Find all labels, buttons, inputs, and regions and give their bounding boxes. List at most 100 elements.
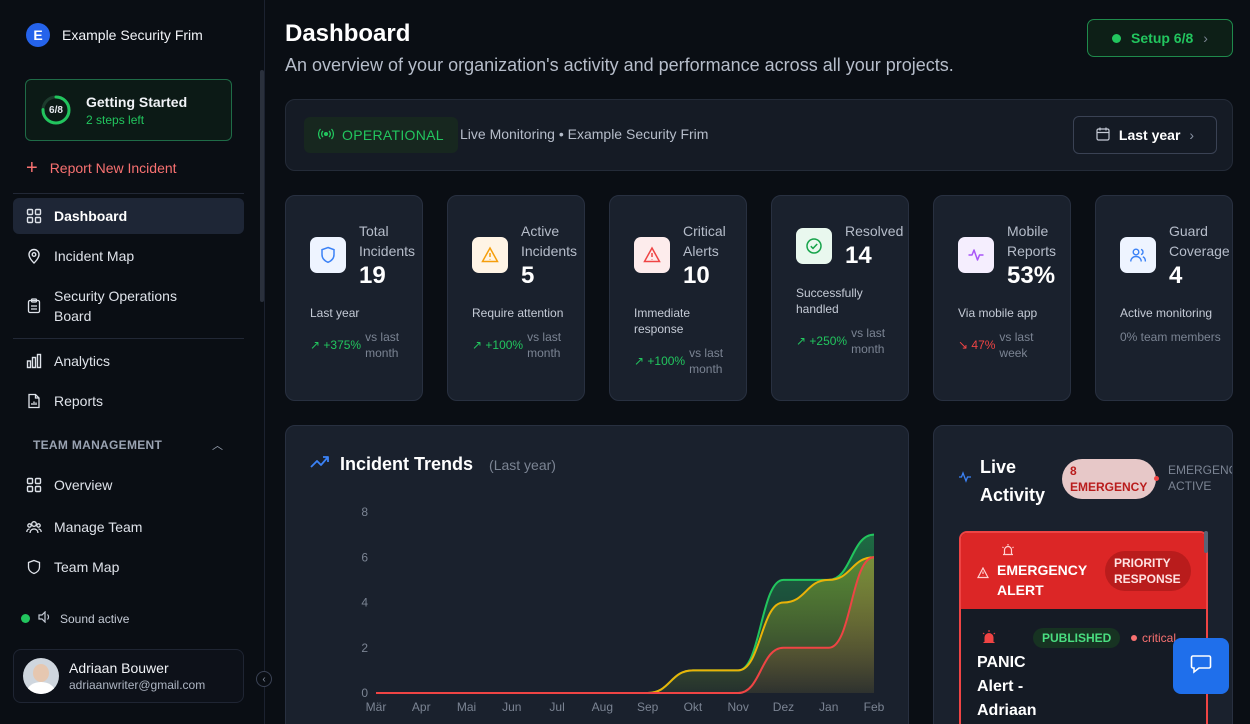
stat-value: 14 [845, 242, 872, 269]
setup-label: Setup 6/8 [1131, 30, 1194, 46]
date-range-button[interactable]: Last year › [1073, 116, 1217, 154]
sidebar-item-security-operations-board[interactable]: Security Operations Board [13, 286, 244, 326]
chevron-left-icon: ‹ [262, 673, 266, 685]
plus-icon: + [26, 157, 38, 179]
user-email: adriaanwriter@gmail.com [69, 678, 206, 692]
shield-map-icon [26, 559, 42, 575]
sound-toggle[interactable]: Sound active [21, 610, 130, 626]
grid-icon [26, 477, 42, 493]
siren-icon [1001, 543, 1015, 562]
stat-card-guard-coverage[interactable]: Guard Coverage 4 Active monitoring 0% tea… [1095, 195, 1233, 401]
emergency-count-badge[interactable]: 8 EMERGENCY [1062, 459, 1156, 499]
x-tick-label: Feb [864, 700, 885, 714]
chevron-up-icon[interactable]: ︿ [212, 440, 223, 452]
brand-logo: E [26, 23, 50, 47]
getting-started-card[interactable]: 6/8 Getting Started 2 steps left [25, 79, 232, 141]
x-tick-label: Mär [366, 700, 387, 714]
alert-title: EMERGENCY ALERT [997, 562, 1088, 598]
sidebar-item-label: Dashboard [54, 208, 128, 224]
sidebar-item-overview[interactable]: Overview [13, 467, 244, 503]
getting-started-title: Getting Started [86, 93, 188, 110]
stat-description: Active monitoring [1120, 306, 1213, 320]
collapse-sidebar-button[interactable]: ‹ [256, 671, 272, 687]
chat-button[interactable] [1173, 638, 1229, 694]
status-dot [1131, 635, 1137, 641]
emergency-alert-card[interactable]: EMERGENCY ALERT PRIORITY RESPONSE PUBLISHE… [959, 531, 1208, 724]
stat-card-total-incidents[interactable]: Total Incidents 19 Last year ↗ +375% vs la… [285, 195, 423, 401]
file-chart-icon [26, 393, 42, 409]
x-tick-label: Jan [819, 700, 838, 714]
published-badge: PUBLISHED [1033, 628, 1121, 648]
user-card[interactable]: Adriaan Bouwer adriaanwriter@gmail.com [13, 649, 244, 703]
bar-chart-icon [26, 353, 42, 369]
alert-triangle-icon [977, 566, 989, 584]
check-circle-icon [796, 228, 832, 264]
sidebar-item-label: Security Operations Board [54, 288, 177, 324]
sidebar-item-manage-team[interactable]: Manage Team [13, 509, 244, 545]
activity-icon [958, 470, 972, 489]
sidebar-item-dashboard[interactable]: Dashboard [13, 198, 244, 234]
stat-trend: ↗ +100% vs last month [472, 330, 562, 360]
sidebar-item-label: Team Map [54, 559, 120, 575]
stat-trend: ↗ +375% vs last month [310, 330, 400, 360]
x-tick-label: Okt [684, 700, 703, 714]
incident-trends-card: Incident Trends (Last year) 0 2 4 6 8 Mär Apr M… [285, 425, 909, 724]
stat-description: Require attention [472, 306, 564, 320]
report-incident-button[interactable]: + Report New Incident [26, 157, 177, 179]
live-activity-title: Live Activity [980, 457, 1046, 505]
sidebar-item-label: Analytics [54, 353, 111, 369]
priority-response-badge: PRIORITY RESPONSE [1105, 551, 1191, 591]
operational-badge: OPERATIONAL [304, 117, 458, 153]
progress-ring: 6/8 [40, 94, 72, 126]
severity-badge: critical [1131, 628, 1176, 648]
sidebar-scrollbar[interactable] [260, 70, 264, 302]
activity-icon [958, 237, 994, 273]
sound-label: Sound active [60, 611, 130, 626]
sidebar-item-team-map[interactable]: Team Map [13, 552, 244, 576]
status-bar: OPERATIONAL Live Monitoring • Example Se… [285, 99, 1233, 171]
x-tick-label: Nov [728, 700, 749, 714]
stat-card-mobile-reports[interactable]: Mobile Reports 53% Via mobile app ↘ 47% vs… [933, 195, 1071, 401]
sidebar: E Example Security Frim 6/8 Getting Star… [0, 0, 265, 724]
stat-card-active-incidents[interactable]: Active Incidents 5 Require attention ↗ +1… [447, 195, 585, 401]
x-tick-label: Mai [457, 700, 476, 714]
report-incident-label: Report New Incident [49, 160, 177, 176]
avatar [23, 658, 59, 694]
live-scrollbar[interactable] [1204, 531, 1208, 553]
brand[interactable]: E Example Security Frim [26, 23, 203, 47]
stat-label: Critical Alerts [683, 223, 726, 259]
sidebar-item-label: Overview [54, 477, 113, 493]
broadcast-icon [318, 127, 334, 143]
y-tick-label: 0 [361, 686, 368, 700]
stat-card-resolved[interactable]: Resolved 14 Successfully handled ↗ +250%… [771, 195, 909, 401]
sidebar-item-analytics[interactable]: Analytics [13, 343, 244, 379]
getting-started-subtitle: 2 steps left [86, 112, 145, 127]
stat-trend: 0% team members [1120, 330, 1221, 344]
live-monitoring-text: Live Monitoring • Example Security Frim [460, 126, 709, 142]
stat-label: Resolved [845, 223, 904, 239]
sidebar-item-label: Manage Team [54, 519, 143, 535]
chevron-right-icon: › [1189, 127, 1195, 143]
emergency-active-label: EMERGENCYACTIVE [1168, 463, 1232, 493]
x-tick-label: Apr [412, 700, 431, 714]
users-icon [26, 519, 42, 535]
shield-icon [310, 237, 346, 273]
sidebar-item-reports[interactable]: Reports [13, 383, 244, 419]
stat-label: Total Incidents [359, 223, 416, 259]
x-tick-label: Jul [549, 700, 564, 714]
stat-card-critical-alerts[interactable]: Critical Alerts 10 Immediate response ↗ +… [609, 195, 747, 401]
stat-label: Active Incidents [521, 223, 578, 259]
calendar-icon [1096, 127, 1110, 144]
sidebar-item-incident-map[interactable]: Incident Map [13, 238, 244, 274]
stat-value: 53% [1007, 262, 1056, 289]
setup-button[interactable]: Setup 6/8 › [1087, 19, 1233, 57]
status-dot [1154, 476, 1159, 481]
divider [13, 338, 244, 339]
users-icon [1120, 237, 1156, 273]
grid-icon [26, 208, 42, 224]
map-pin-icon [26, 248, 42, 264]
y-tick-label: 8 [361, 505, 368, 519]
stat-description: Immediate response [634, 306, 691, 336]
stat-value: 5 [521, 262, 535, 289]
stat-description: Via mobile app [958, 306, 1038, 320]
